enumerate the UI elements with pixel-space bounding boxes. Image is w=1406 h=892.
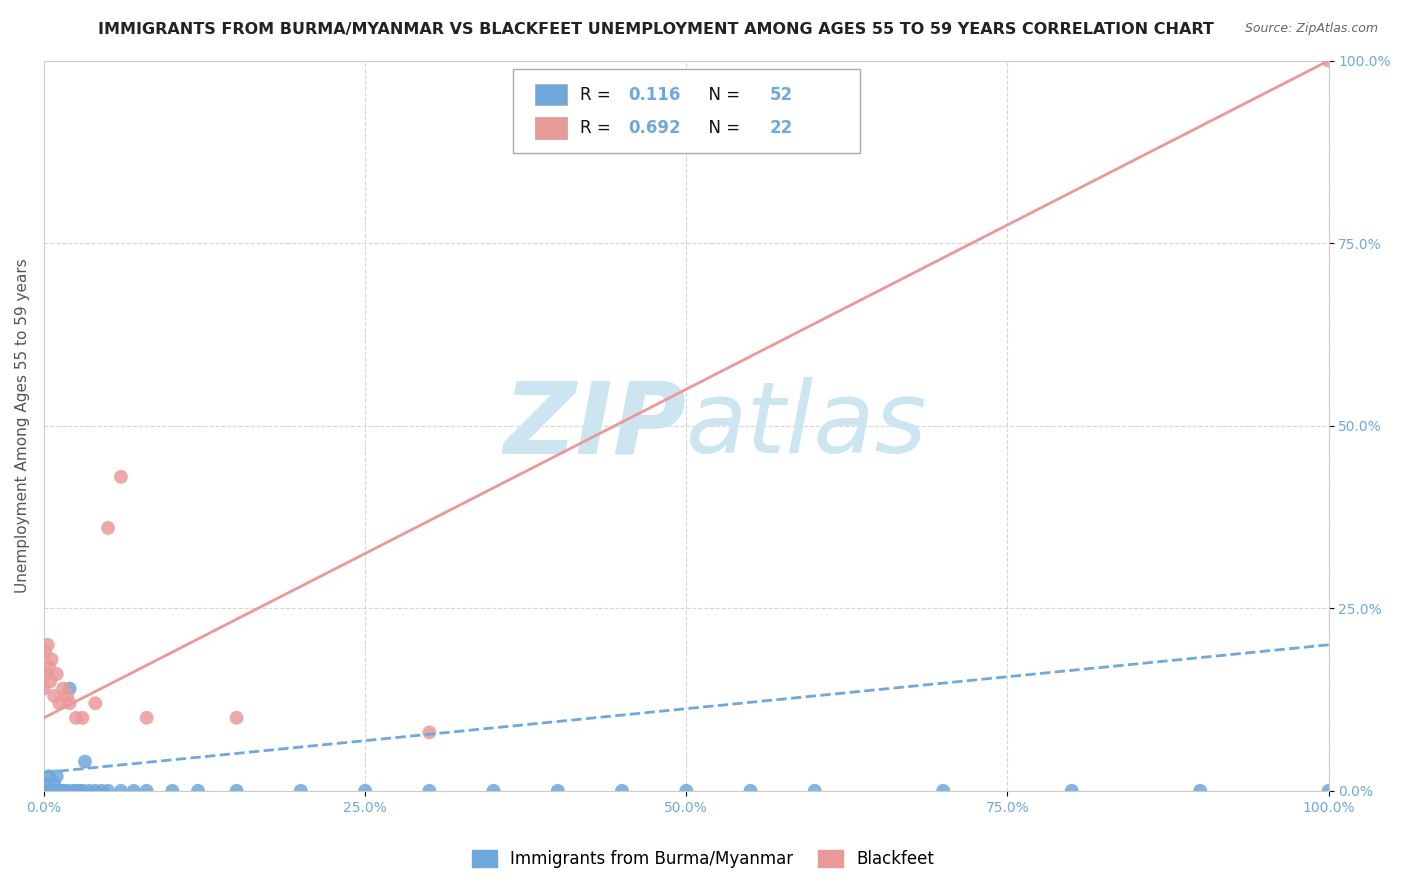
Text: 0.692: 0.692 [628, 120, 681, 137]
Point [60, 784, 83, 798]
Point [547, 784, 569, 798]
Text: 52: 52 [769, 86, 793, 103]
Point [32, 784, 55, 798]
Point [39, 674, 62, 689]
Point [34, 784, 56, 798]
Point [37, 784, 59, 798]
Point [418, 725, 440, 739]
Point [56, 689, 79, 703]
Text: 22: 22 [769, 120, 793, 137]
Point [162, 784, 184, 798]
FancyBboxPatch shape [513, 70, 859, 153]
Point [110, 784, 132, 798]
Point [32, 784, 55, 798]
Point [77, 784, 100, 798]
Point [73, 755, 96, 769]
Point [72, 711, 94, 725]
Point [38, 659, 60, 673]
Point [45, 769, 67, 783]
Text: R =: R = [579, 120, 616, 137]
Text: R =: R = [579, 86, 616, 103]
Point [72, 784, 94, 798]
Point [482, 784, 505, 798]
Bar [534, 84, 567, 105]
Point [49, 784, 72, 798]
Text: atlas: atlas [686, 377, 928, 475]
Point [52, 784, 75, 798]
Point [37, 638, 59, 652]
Point [803, 784, 825, 798]
Point [32, 681, 55, 696]
Point [69, 784, 91, 798]
Y-axis label: Unemployment Among Ages 55 to 59 years: Unemployment Among Ages 55 to 59 years [15, 259, 30, 593]
Point [65, 711, 87, 725]
Point [35, 784, 58, 798]
Point [187, 784, 209, 798]
Point [37, 784, 59, 798]
Point [740, 784, 762, 798]
Text: N =: N = [697, 120, 745, 137]
Point [110, 470, 132, 484]
Point [225, 784, 247, 798]
Point [41, 784, 63, 798]
Point [97, 784, 120, 798]
Legend: Immigrants from Burma/Myanmar, Blackfeet: Immigrants from Burma/Myanmar, Blackfeet [465, 843, 941, 875]
Point [290, 784, 312, 798]
Point [58, 696, 80, 710]
Point [225, 711, 247, 725]
Text: Source: ZipAtlas.com: Source: ZipAtlas.com [1244, 22, 1378, 36]
Point [97, 521, 120, 535]
Point [84, 696, 107, 710]
Point [38, 769, 60, 783]
Point [39, 784, 62, 798]
Point [58, 681, 80, 696]
Point [65, 784, 87, 798]
Point [1189, 784, 1212, 798]
Text: 0.116: 0.116 [628, 86, 681, 103]
Point [34, 645, 56, 659]
Point [44, 784, 66, 798]
Point [45, 667, 67, 681]
Point [45, 784, 67, 798]
Point [44, 776, 66, 790]
Point [39, 784, 62, 798]
Point [90, 784, 112, 798]
Point [42, 784, 65, 798]
Point [44, 689, 66, 703]
Point [122, 784, 145, 798]
Point [56, 784, 79, 798]
Point [41, 652, 63, 666]
Point [675, 784, 697, 798]
Bar [534, 118, 567, 139]
Text: IMMIGRANTS FROM BURMA/MYANMAR VS BLACKFEET UNEMPLOYMENT AMONG AGES 55 TO 59 YEAR: IMMIGRANTS FROM BURMA/MYANMAR VS BLACKFE… [98, 22, 1215, 37]
Point [135, 711, 157, 725]
Point [932, 784, 955, 798]
Point [354, 784, 377, 798]
Point [48, 784, 70, 798]
Point [34, 784, 56, 798]
Point [1060, 784, 1083, 798]
Text: N =: N = [697, 86, 745, 103]
Point [418, 784, 440, 798]
Point [48, 696, 70, 710]
Point [35, 667, 58, 681]
Point [1317, 784, 1340, 798]
Point [135, 784, 157, 798]
Point [610, 784, 633, 798]
Point [52, 681, 75, 696]
Point [53, 784, 76, 798]
Point [84, 784, 107, 798]
Text: ZIP: ZIP [503, 377, 686, 475]
Point [38, 784, 60, 798]
Point [1317, 54, 1340, 68]
Point [35, 776, 58, 790]
